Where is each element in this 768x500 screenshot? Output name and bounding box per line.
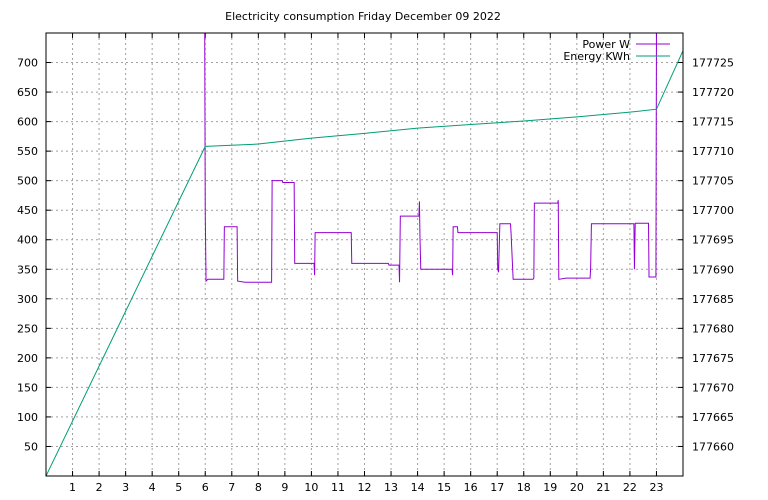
gridlines bbox=[46, 33, 683, 476]
x-tick-label: 17 bbox=[490, 481, 504, 494]
y-right-tick-label: 177685 bbox=[692, 293, 734, 306]
y-left-tick-label: 600 bbox=[17, 116, 38, 129]
x-tick-label: 21 bbox=[596, 481, 610, 494]
y-left-tick-label: 450 bbox=[17, 204, 38, 217]
y-right-tick-label: 177660 bbox=[692, 440, 734, 453]
y-right-tick-label: 177680 bbox=[692, 322, 734, 335]
axis-ticks: 1 2 3 4 5 6 7 8 9 10 11 12 13 14 15 16 17 18 19 20 21 22 23501… bbox=[17, 33, 734, 494]
y-right-tick-label: 177710 bbox=[692, 145, 734, 158]
y-right-tick-label: 177675 bbox=[692, 352, 734, 365]
y-right-tick-label: 177720 bbox=[692, 86, 734, 99]
x-tick-label: 4 bbox=[149, 481, 156, 494]
y-left-tick-label: 350 bbox=[17, 263, 38, 276]
y-left-tick-label: 300 bbox=[17, 293, 38, 306]
plot-frame bbox=[45, 32, 684, 477]
x-tick-label: 1 bbox=[69, 481, 76, 494]
legend-label: Energy KWh bbox=[563, 50, 630, 63]
x-tick-label: 8 bbox=[255, 481, 262, 494]
y-right-tick-label: 177695 bbox=[692, 234, 734, 247]
legend-label: Power W bbox=[582, 38, 630, 51]
y-right-tick-label: 177725 bbox=[692, 57, 734, 70]
x-tick-label: 13 bbox=[384, 481, 398, 494]
x-tick-label: 19 bbox=[543, 481, 557, 494]
y-right-tick-label: 177665 bbox=[692, 411, 734, 424]
y-right-tick-label: 177670 bbox=[692, 381, 734, 394]
y-left-tick-label: 650 bbox=[17, 86, 38, 99]
y-right-tick-label: 177700 bbox=[692, 204, 734, 217]
x-tick-label: 20 bbox=[570, 481, 584, 494]
series-layer bbox=[46, 33, 683, 476]
y-right-tick-label: 177690 bbox=[692, 263, 734, 276]
y-left-tick-label: 50 bbox=[24, 440, 38, 453]
y-left-tick-label: 500 bbox=[17, 175, 38, 188]
x-tick-label: 2 bbox=[96, 481, 103, 494]
x-tick-label: 22 bbox=[623, 481, 637, 494]
x-tick-label: 5 bbox=[175, 481, 182, 494]
y-left-tick-label: 250 bbox=[17, 322, 38, 335]
y-left-tick-label: 700 bbox=[17, 57, 38, 70]
y-left-tick-label: 550 bbox=[17, 145, 38, 158]
series-line-power bbox=[204, 33, 657, 283]
x-tick-label: 7 bbox=[228, 481, 235, 494]
y-left-tick-label: 150 bbox=[17, 381, 38, 394]
x-tick-label: 6 bbox=[202, 481, 209, 494]
series-line-energy bbox=[46, 50, 683, 476]
y-left-tick-label: 200 bbox=[17, 352, 38, 365]
x-tick-label: 23 bbox=[649, 481, 663, 494]
x-tick-label: 15 bbox=[437, 481, 451, 494]
chart-title: Electricity consumption Friday December … bbox=[225, 10, 501, 23]
y-left-tick-label: 100 bbox=[17, 411, 38, 424]
x-tick-label: 9 bbox=[281, 481, 288, 494]
y-right-tick-label: 177715 bbox=[692, 116, 734, 129]
x-tick-label: 3 bbox=[122, 481, 129, 494]
x-tick-label: 16 bbox=[464, 481, 478, 494]
x-tick-label: 12 bbox=[358, 481, 372, 494]
x-tick-label: 10 bbox=[304, 481, 318, 494]
x-tick-label: 14 bbox=[411, 481, 425, 494]
x-tick-label: 18 bbox=[517, 481, 531, 494]
y-left-tick-label: 400 bbox=[17, 234, 38, 247]
x-tick-label: 11 bbox=[331, 481, 345, 494]
y-right-tick-label: 177705 bbox=[692, 175, 734, 188]
